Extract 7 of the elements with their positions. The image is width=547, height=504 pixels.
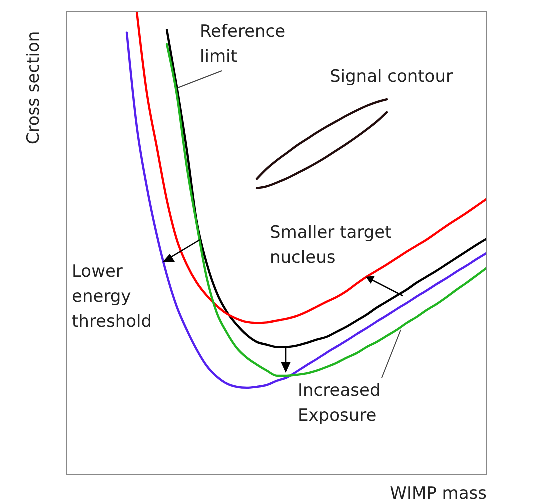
y-axis-title: Cross section: [24, 31, 44, 145]
annotation: Increased Exposure: [298, 381, 381, 426]
annotation: Signal contour: [330, 67, 453, 87]
annotation: Lower energy threshold: [72, 262, 152, 332]
annotation: Reference limit: [200, 22, 286, 67]
x-axis-title: WIMP mass: [390, 484, 488, 504]
annotation: Smaller target nucleus: [270, 223, 392, 268]
